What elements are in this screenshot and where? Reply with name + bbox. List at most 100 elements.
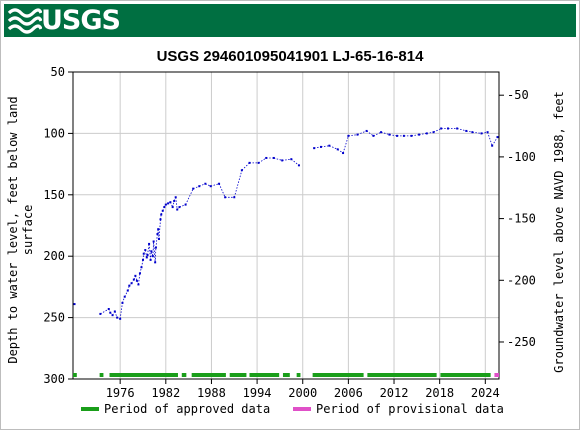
data-point xyxy=(465,129,468,132)
data-point xyxy=(204,182,207,185)
plot-area xyxy=(72,71,500,380)
data-point xyxy=(447,127,450,130)
x-tick-label: 2006 xyxy=(334,386,363,400)
x-tick-label: 2018 xyxy=(425,386,454,400)
usgs-banner: USGS xyxy=(4,4,576,37)
data-point xyxy=(145,256,148,259)
right-y-axis: -50 -100 -150 -200 -250 xyxy=(499,88,536,349)
data-point xyxy=(107,308,110,311)
data-point xyxy=(184,203,187,206)
data-point xyxy=(432,131,435,134)
data-point xyxy=(425,132,428,135)
approved-period-bar xyxy=(99,373,104,377)
data-point xyxy=(121,301,124,304)
left-y-tick-label: 300 xyxy=(43,372,65,386)
right-y-tick-label: -200 xyxy=(507,273,536,287)
left-y-tick-label: 150 xyxy=(43,188,65,202)
data-point xyxy=(297,164,300,167)
x-axis: 1976 1982 1988 1994 2000 2006 2012 2018 2024 xyxy=(106,379,500,400)
data-point xyxy=(248,161,251,164)
data-point xyxy=(372,134,375,137)
data-point xyxy=(169,201,172,204)
data-periods xyxy=(73,373,499,377)
legend: Period of approved data Period of provis… xyxy=(81,402,504,416)
data-point xyxy=(142,252,145,255)
data-point xyxy=(233,196,236,199)
data-point xyxy=(388,133,391,136)
right-y-tick-label: -50 xyxy=(507,88,529,102)
data-point xyxy=(440,127,443,130)
right-y-tick-label: -150 xyxy=(507,212,536,226)
data-point xyxy=(198,185,201,188)
data-point xyxy=(138,272,141,275)
water-level-series xyxy=(73,127,499,320)
data-point xyxy=(365,129,368,132)
x-tick-label: 2000 xyxy=(288,386,317,400)
left-y-axis-label-line1: Depth to water level, feet below land xyxy=(6,96,20,363)
data-point xyxy=(176,208,179,211)
data-point xyxy=(161,209,164,212)
left-y-tick-label: 50 xyxy=(51,65,65,79)
x-tick-label: 1982 xyxy=(151,386,180,400)
data-point xyxy=(471,131,474,134)
left-y-tick-label: 200 xyxy=(43,249,65,263)
data-point xyxy=(486,131,489,134)
left-y-axis-label-line2: surface xyxy=(21,205,35,256)
data-point xyxy=(154,261,157,264)
left-y-axis: 50 100 150 200 250 300 xyxy=(43,65,73,386)
data-point xyxy=(163,206,166,209)
data-point xyxy=(328,144,331,147)
right-y-tick-label: -100 xyxy=(507,150,536,164)
data-point xyxy=(171,206,174,209)
x-tick-label: 2024 xyxy=(471,386,500,400)
x-tick-label: 1994 xyxy=(243,386,272,400)
data-point xyxy=(109,311,112,314)
data-point xyxy=(319,145,322,148)
data-point xyxy=(140,266,143,269)
data-point xyxy=(159,218,162,221)
approved-period-bar xyxy=(440,373,491,377)
data-point xyxy=(265,156,268,159)
data-point xyxy=(154,246,157,249)
usgs-wave-icon xyxy=(7,8,42,34)
data-point xyxy=(240,169,243,172)
approved-period-bar xyxy=(229,373,247,377)
data-point xyxy=(132,278,135,281)
usgs-logo-text[interactable]: USGS xyxy=(41,5,121,36)
data-point xyxy=(146,253,149,256)
approved-period-bar xyxy=(191,373,226,377)
provisional-period-bar xyxy=(494,373,499,377)
data-point xyxy=(157,228,160,231)
data-point xyxy=(178,206,181,209)
approved-period-bar xyxy=(109,373,178,377)
data-point xyxy=(116,316,119,319)
data-point xyxy=(126,289,129,292)
data-point xyxy=(480,132,483,135)
data-point xyxy=(410,134,413,137)
data-point xyxy=(134,274,137,277)
data-point xyxy=(281,159,284,162)
data-point xyxy=(347,134,350,137)
data-point xyxy=(272,156,275,159)
data-point xyxy=(148,242,151,245)
series-line xyxy=(100,128,498,320)
data-point xyxy=(164,203,167,206)
data-point xyxy=(128,284,131,287)
data-point xyxy=(418,133,421,136)
data-point xyxy=(99,312,102,315)
data-point xyxy=(356,133,359,136)
data-point xyxy=(496,136,499,139)
data-point xyxy=(73,303,76,306)
approved-period-bar xyxy=(249,373,280,377)
data-point xyxy=(313,147,316,150)
data-point xyxy=(113,310,116,313)
data-point xyxy=(111,314,114,317)
approved-period-bar xyxy=(282,373,290,377)
right-y-axis-label: Groundwater level above NAVD 1988, feet xyxy=(552,91,566,373)
data-point xyxy=(167,202,170,205)
chart-title: USGS 294601095041901 LJ-65-16-814 xyxy=(157,48,425,65)
data-point xyxy=(157,238,160,241)
grid-lines xyxy=(73,72,499,379)
approved-period-bar xyxy=(296,373,301,377)
